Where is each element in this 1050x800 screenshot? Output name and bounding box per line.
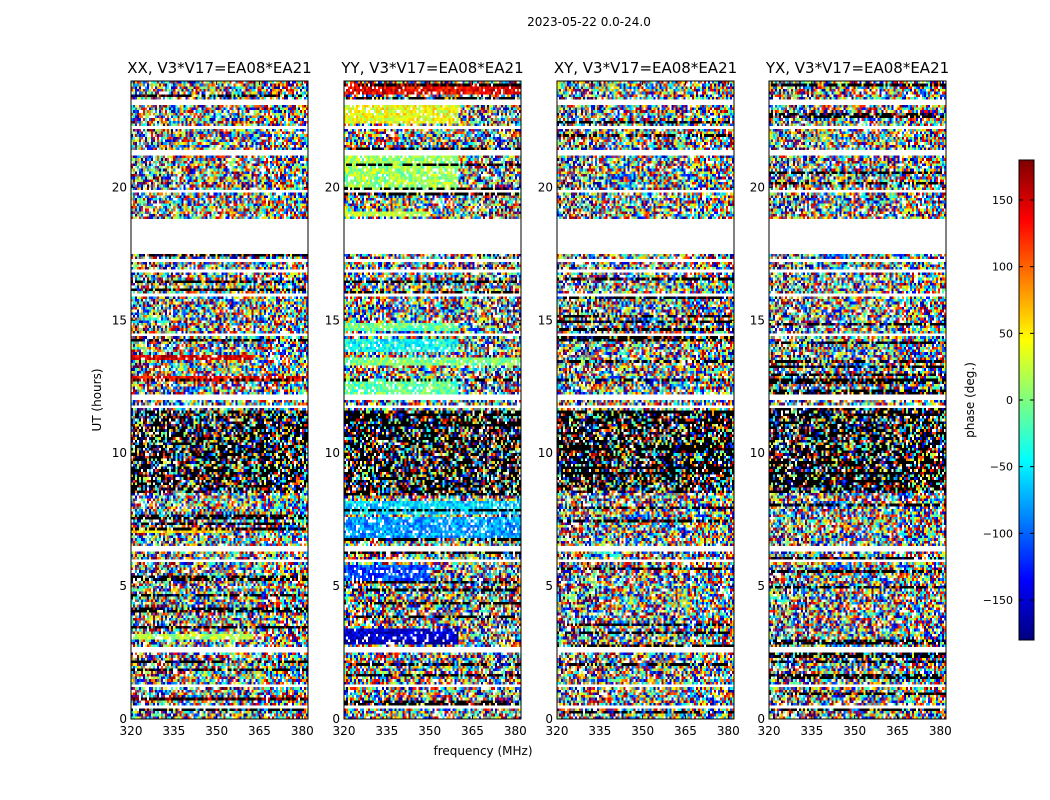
colorbar-label: phase (deg.) xyxy=(963,362,977,438)
y-tick-label: 20 xyxy=(538,180,553,194)
x-tick-label: 350 xyxy=(205,724,228,738)
x-tick-label: 380 xyxy=(504,724,527,738)
y-tick-label: 0 xyxy=(119,712,127,726)
panel-frame xyxy=(130,80,309,720)
heatmap-image xyxy=(557,81,734,719)
colorbar-tick-label: 0 xyxy=(1006,394,1013,407)
colorbar: 150 100 50 0 −50 −100 −150 phase (deg.) xyxy=(963,159,1035,641)
colorbar-tick-label: 50 xyxy=(999,327,1013,340)
heatmap-image xyxy=(769,81,946,719)
x-tick-label: 320 xyxy=(333,724,356,738)
x-tick-label: 365 xyxy=(248,724,271,738)
colorbar-tick-label: −100 xyxy=(983,527,1013,540)
y-tick-label: 5 xyxy=(757,579,765,593)
x-axis-label: frequency (MHz) xyxy=(433,744,532,758)
y-tick-label: 20 xyxy=(325,180,340,194)
panel-frame xyxy=(768,80,947,720)
x-tick-label: 365 xyxy=(886,724,909,738)
y-tick-label: 15 xyxy=(538,313,553,327)
figure-suptitle: 2023-05-22 0.0-24.0 xyxy=(527,15,651,29)
heatmap-image xyxy=(344,81,521,719)
x-tick-label: 335 xyxy=(162,724,185,738)
panel-1: XX, V3*V17=EA08*EA21 320 335 350 365 380 0 5 10 1… xyxy=(112,59,314,738)
panel-3: XY, V3*V17=EA08*EA21 320 335 350 365 380 0 5 10 1… xyxy=(538,59,740,738)
panel-title: YX, V3*V17=EA08*EA21 xyxy=(765,59,949,77)
x-tick-label: 365 xyxy=(674,724,697,738)
x-tick-label: 320 xyxy=(546,724,569,738)
y-tick-label: 20 xyxy=(750,180,765,194)
x-tick-label: 335 xyxy=(800,724,823,738)
y-tick-label: 10 xyxy=(538,446,553,460)
panels: XX, V3*V17=EA08*EA21 320 335 350 365 380 0 5 10 1… xyxy=(112,59,952,738)
y-tick-label: 15 xyxy=(112,313,127,327)
x-tick-label: 335 xyxy=(588,724,611,738)
x-tick-label: 380 xyxy=(291,724,314,738)
y-tick-label: 10 xyxy=(750,446,765,460)
colorbar-tick-label: −150 xyxy=(983,594,1013,607)
y-tick-label: 5 xyxy=(119,579,127,593)
y-tick-label: 0 xyxy=(545,712,553,726)
y-tick-label: 0 xyxy=(757,712,765,726)
panel-4: YX, V3*V17=EA08*EA21 320 335 350 365 380 0 5 10 1… xyxy=(750,59,952,738)
heatmap-image xyxy=(131,81,308,719)
y-tick-label: 5 xyxy=(332,579,340,593)
y-tick-label: 10 xyxy=(112,446,127,460)
x-tick-label: 320 xyxy=(120,724,143,738)
panel-title: XY, V3*V17=EA08*EA21 xyxy=(554,59,737,77)
y-tick-label: 0 xyxy=(332,712,340,726)
x-tick-label: 380 xyxy=(717,724,740,738)
panel-title: YY, V3*V17=EA08*EA21 xyxy=(340,59,523,77)
x-tick-label: 365 xyxy=(461,724,484,738)
y-tick-label: 15 xyxy=(325,313,340,327)
panel-2: YY, V3*V17=EA08*EA21 320 335 350 365 380 0 5 10 1… xyxy=(325,59,527,738)
panel-frame xyxy=(343,80,522,720)
x-tick-label: 380 xyxy=(929,724,952,738)
x-tick-label: 320 xyxy=(758,724,781,738)
x-tick-label: 350 xyxy=(418,724,441,738)
x-tick-label: 335 xyxy=(375,724,398,738)
x-tick-label: 350 xyxy=(843,724,866,738)
y-tick-label: 20 xyxy=(112,180,127,194)
x-tick-label: 350 xyxy=(631,724,654,738)
y-axis-label: UT (hours) xyxy=(90,368,104,431)
y-tick-label: 10 xyxy=(325,446,340,460)
y-tick-label: 15 xyxy=(750,313,765,327)
y-tick-label: 5 xyxy=(545,579,553,593)
panel-title: XX, V3*V17=EA08*EA21 xyxy=(127,59,311,77)
colorbar-tick-label: 100 xyxy=(992,261,1013,274)
panel-frame xyxy=(556,80,735,720)
colorbar-tick-label: 150 xyxy=(992,194,1013,207)
colorbar-tick-label: −50 xyxy=(990,461,1013,474)
